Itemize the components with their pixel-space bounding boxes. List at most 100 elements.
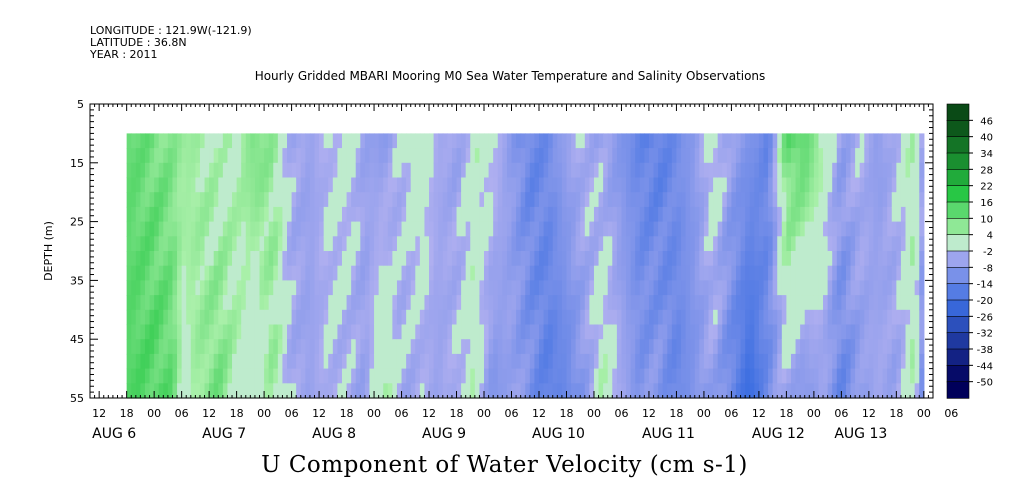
heatmap-cell <box>474 324 481 340</box>
heatmap-cell <box>484 251 490 267</box>
heatmap-cell <box>177 265 183 281</box>
heatmap-cell <box>671 206 678 223</box>
heatmap-cell <box>786 353 792 370</box>
heatmap-cell <box>781 383 787 399</box>
heatmap-cell <box>616 177 623 193</box>
heatmap-cell <box>415 206 421 223</box>
heatmap-cell <box>323 368 329 384</box>
heatmap-cell <box>406 309 412 326</box>
heatmap-cell <box>374 192 380 208</box>
heatmap-cell <box>910 206 916 223</box>
heatmap-cell <box>681 236 687 252</box>
heatmap-cell <box>580 339 586 355</box>
heatmap-cell <box>374 236 380 252</box>
heatmap-cell <box>410 148 416 164</box>
heatmap-cell <box>360 133 366 149</box>
heatmap-cell <box>548 251 554 267</box>
heatmap-cell <box>387 236 393 252</box>
heatmap-cell <box>561 236 568 252</box>
heatmap-cell <box>140 162 146 179</box>
heatmap-cell <box>635 339 641 355</box>
heatmap-cell <box>305 265 311 281</box>
heatmap-cell <box>314 383 320 399</box>
heatmap-cell <box>254 148 261 164</box>
heatmap-cell <box>639 177 645 193</box>
heatmap-cell <box>804 133 810 149</box>
heatmap-cell <box>900 162 907 179</box>
heatmap-cell <box>735 309 742 326</box>
heatmap-cell <box>768 162 774 179</box>
heatmap-cell <box>374 280 380 296</box>
heatmap-cell <box>236 280 242 296</box>
y-tick-label: 15 <box>70 157 84 170</box>
heatmap-cell <box>781 309 787 326</box>
heatmap-cell <box>419 133 426 149</box>
heatmap-cell <box>823 324 829 340</box>
heatmap-cell <box>369 192 375 208</box>
heatmap-cell <box>218 309 224 326</box>
heatmap-cell <box>735 383 742 399</box>
heatmap-cell <box>401 148 407 164</box>
heatmap-cell <box>868 148 875 164</box>
heatmap-cell <box>167 177 174 193</box>
heatmap-cell <box>690 383 696 399</box>
heatmap-cell <box>900 148 907 164</box>
heatmap-cell <box>804 383 810 399</box>
heatmap-cell <box>616 192 623 208</box>
heatmap-cell <box>410 353 416 370</box>
heatmap-cell <box>300 265 306 281</box>
heatmap-cell <box>630 295 636 311</box>
heatmap-cell <box>387 309 393 326</box>
heatmap-cell <box>616 148 623 164</box>
heatmap-cell <box>502 324 508 340</box>
heatmap-cell <box>845 221 852 237</box>
heatmap-cell <box>351 177 357 193</box>
heatmap-cell <box>864 162 870 179</box>
heatmap-cell <box>135 206 141 223</box>
heatmap-cell <box>593 280 600 296</box>
heatmap-cell <box>374 368 380 384</box>
heatmap-cell <box>209 177 215 193</box>
heatmap-cell <box>612 162 618 179</box>
heatmap-cell <box>135 192 141 208</box>
heatmap-cell <box>396 265 403 281</box>
heatmap-cell <box>474 383 481 399</box>
heatmap-cell <box>621 368 627 384</box>
heatmap-cell <box>135 251 141 267</box>
heatmap-cell <box>607 353 613 370</box>
heatmap-cell <box>167 206 174 223</box>
heatmap-cell <box>878 383 884 399</box>
heatmap-cell <box>378 236 384 252</box>
heatmap-cell <box>323 162 329 179</box>
heatmap-cell <box>149 295 155 311</box>
heatmap-cell <box>172 309 178 326</box>
heatmap-cell <box>786 236 792 252</box>
heatmap-cell <box>328 324 334 340</box>
heatmap-cell <box>818 383 824 399</box>
heatmap-cell <box>287 324 293 340</box>
heatmap-cell <box>154 221 160 237</box>
heatmap-cell <box>442 162 448 179</box>
heatmap-cell <box>484 236 490 252</box>
heatmap-cell <box>910 148 916 164</box>
heatmap-cell <box>154 148 160 164</box>
heatmap-cell <box>204 383 210 399</box>
heatmap-cell <box>447 324 453 340</box>
heatmap-cell <box>172 133 178 149</box>
heatmap-cell <box>919 251 925 267</box>
heatmap-cell <box>703 162 710 179</box>
heatmap-cell <box>694 133 700 149</box>
heatmap-cell <box>910 192 916 208</box>
heatmap-cell <box>717 339 723 355</box>
heatmap-cell <box>181 265 187 281</box>
heatmap-cell <box>644 295 650 311</box>
heatmap-cell <box>598 368 604 384</box>
heatmap-cell <box>250 295 256 311</box>
heatmap-cell <box>781 265 787 281</box>
heatmap-cell <box>447 383 453 399</box>
heatmap-cell <box>341 251 348 267</box>
heatmap-cell <box>511 295 517 311</box>
heatmap-cell <box>836 133 842 149</box>
heatmap-cell <box>369 251 375 267</box>
heatmap-cell <box>172 280 178 296</box>
